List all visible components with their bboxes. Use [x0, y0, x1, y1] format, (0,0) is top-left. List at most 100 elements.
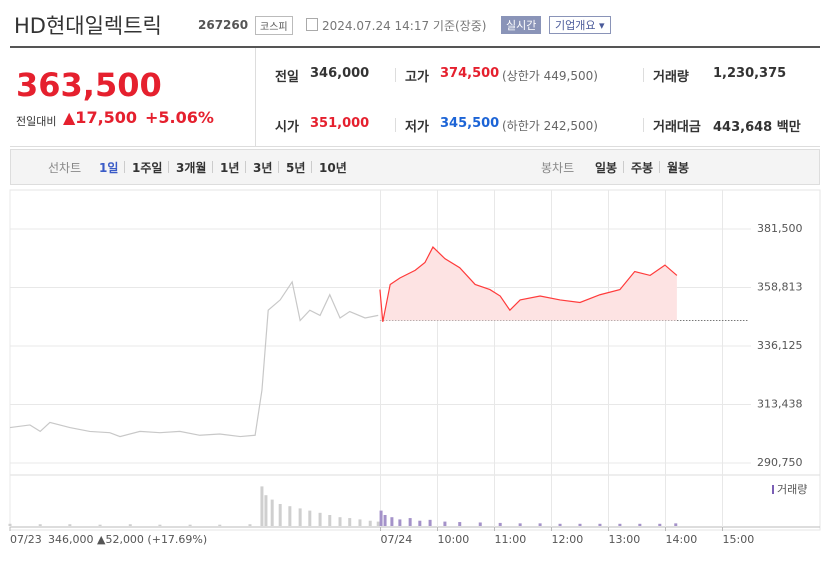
volume-bar: [408, 518, 412, 526]
volume-bar: [264, 495, 268, 526]
volume-bar: [98, 524, 102, 526]
candle-tab[interactable]: 월봉: [667, 161, 690, 175]
stat-value: 351,000: [310, 116, 370, 131]
y-tick-label: 313,438: [757, 397, 803, 410]
period-tab[interactable]: 3개월: [176, 161, 207, 175]
volume-bar: [538, 523, 542, 526]
annotation: 346,000 ▲52,000 (+17.69%): [48, 533, 207, 546]
x-tick-label: 13:00: [609, 533, 641, 546]
x-tick-label: 07/24: [381, 533, 413, 546]
volume-bar: [68, 524, 72, 526]
legend-swatch: [772, 485, 774, 494]
x-tick-label: 07/23: [10, 533, 42, 546]
divider: [168, 161, 169, 173]
volume-bar: [398, 519, 402, 526]
y-tick-label: 358,813: [757, 280, 803, 293]
stat-label: 고가: [405, 70, 429, 85]
divider: [124, 161, 125, 173]
volume-bar: [158, 524, 162, 526]
volume-bar: [38, 524, 42, 526]
volume-bar: [298, 508, 302, 526]
divider: [212, 161, 213, 173]
volume-bar: [128, 524, 132, 526]
stat-label: 거래량: [653, 70, 689, 85]
period-tab[interactable]: 3년: [253, 161, 273, 175]
tab-bar: [10, 149, 820, 185]
volume-bar: [358, 519, 362, 526]
candle-tab[interactable]: 일봉: [595, 161, 618, 175]
x-tick-label: 10:00: [438, 533, 470, 546]
stat-value: 443,648 백만: [713, 120, 801, 135]
volume-bar: [218, 524, 222, 526]
x-tick-label: 14:00: [666, 533, 698, 546]
volume-bar: [558, 523, 562, 526]
header-rule: [10, 46, 820, 48]
volume-bar: [478, 522, 482, 526]
volume-bar: [498, 522, 502, 526]
divider: [643, 68, 644, 82]
company-button[interactable]: 기업개요 ▾: [549, 16, 611, 34]
summary-box: [10, 48, 820, 147]
change: ▲17,500: [63, 108, 138, 127]
plot-frame: [9, 189, 821, 531]
volume-bar: [638, 523, 642, 526]
volume-bar: [379, 510, 383, 526]
volume-bar: [260, 486, 264, 526]
volume-bar: [518, 523, 522, 526]
divider: [245, 161, 246, 173]
clock-icon: [306, 18, 318, 31]
stat-value: 346,000: [310, 66, 370, 81]
volume-bar: [443, 521, 447, 526]
period-tab[interactable]: 1일: [99, 161, 119, 175]
current-price: 363,500: [16, 66, 162, 104]
volume-bar: [328, 515, 332, 526]
divider: [255, 48, 256, 146]
stat-label: 저가: [405, 120, 429, 135]
y-tick-label: 290,750: [757, 456, 803, 469]
volume-bar: [270, 499, 274, 526]
stat-label: 시가: [275, 120, 299, 135]
realtime-button[interactable]: 실시간: [501, 16, 542, 34]
volume-bar: [376, 521, 380, 526]
change-label: 전일대비: [16, 115, 57, 128]
tab-label: 선차트: [48, 161, 82, 175]
volume-bar: [338, 517, 342, 526]
volume-bar: [308, 510, 312, 526]
volume-bar: [598, 523, 602, 526]
candle-tab[interactable]: 주봉: [631, 161, 654, 175]
volume-bar: [390, 517, 394, 526]
divider: [278, 161, 279, 173]
period-tab[interactable]: 5년: [286, 161, 306, 175]
price-line: [9, 280, 379, 438]
x-tick-label: 12:00: [552, 533, 584, 546]
divider: [311, 161, 312, 173]
stat-value: 1,230,375: [713, 66, 787, 81]
price-line: [379, 246, 678, 322]
volume-bar: [368, 520, 372, 526]
x-tick-label: 11:00: [495, 533, 527, 546]
stat-value: 345,500: [440, 116, 500, 131]
stat-limit: (상한가 449,500): [502, 69, 598, 83]
divider: [643, 118, 644, 132]
volume-bar: [674, 523, 678, 526]
stock-name: HD현대일렉트릭: [14, 14, 162, 38]
volume-bar: [348, 518, 352, 526]
volume-bar: [383, 515, 387, 526]
volume-bar: [278, 504, 282, 526]
divider: [623, 161, 624, 173]
stat-label: 전일: [275, 70, 299, 85]
stat-value: 374,500: [440, 66, 500, 81]
area: [379, 247, 677, 322]
stat-limit: (하한가 242,500): [502, 119, 598, 133]
period-tab[interactable]: 1주일: [132, 161, 163, 175]
tab-label: 봉차트: [541, 161, 575, 175]
volume-bar: [458, 522, 462, 526]
volume-bar: [248, 524, 252, 526]
legend-label: 거래량: [777, 483, 807, 496]
period-tab[interactable]: 10년: [319, 161, 347, 175]
period-tab[interactable]: 1년: [220, 161, 240, 175]
volume-bar: [288, 506, 292, 526]
volume-bar: [8, 523, 12, 526]
